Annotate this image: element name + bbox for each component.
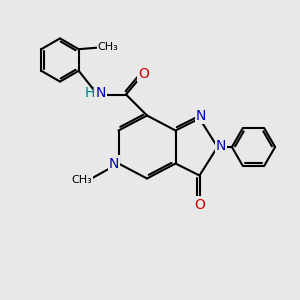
- Text: O: O: [194, 198, 205, 212]
- Text: N: N: [216, 139, 226, 152]
- Text: N: N: [196, 109, 206, 123]
- Text: CH₃: CH₃: [71, 175, 92, 185]
- Text: O: O: [138, 67, 149, 81]
- Text: N: N: [109, 157, 119, 170]
- Text: N: N: [95, 86, 106, 100]
- Text: H: H: [85, 86, 95, 100]
- Text: CH₃: CH₃: [98, 42, 118, 52]
